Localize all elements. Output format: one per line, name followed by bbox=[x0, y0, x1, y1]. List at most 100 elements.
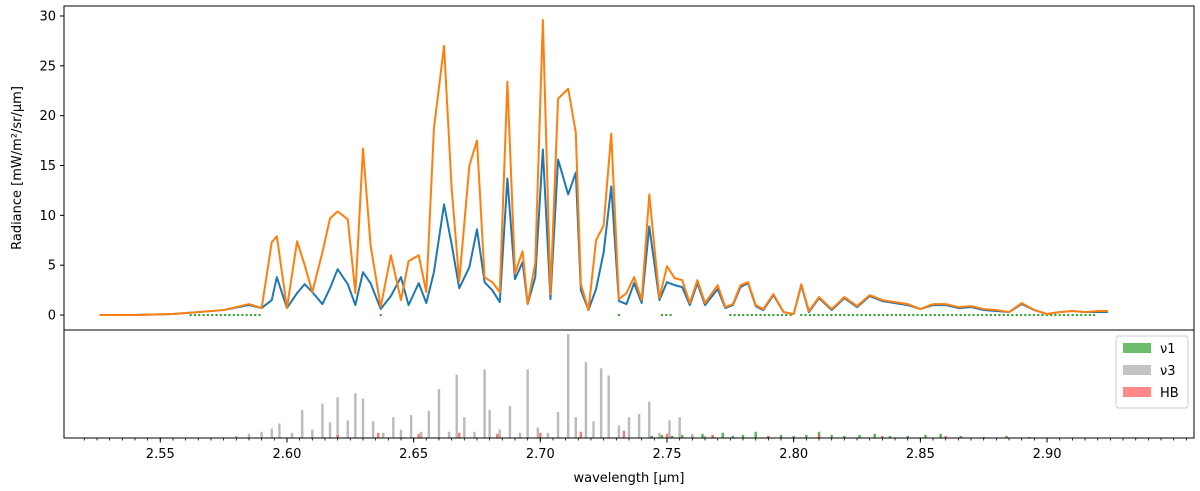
marker-dot bbox=[665, 313, 668, 317]
marker-dot bbox=[925, 313, 928, 317]
band-bar bbox=[311, 429, 314, 438]
band-bar bbox=[346, 420, 349, 438]
band-bar bbox=[278, 423, 281, 438]
band-bar bbox=[650, 435, 653, 438]
marker-dot bbox=[873, 313, 876, 317]
band-bar bbox=[711, 434, 714, 438]
marker-dot bbox=[189, 313, 192, 317]
marker-dot bbox=[759, 313, 762, 317]
marker-dot bbox=[955, 313, 958, 317]
band-bar bbox=[392, 417, 395, 438]
band-bar bbox=[336, 434, 339, 438]
band-bar bbox=[792, 435, 795, 438]
marker-dot bbox=[877, 313, 881, 317]
marker-dot bbox=[860, 313, 863, 317]
band-bar bbox=[944, 435, 947, 438]
band-bars bbox=[235, 334, 1031, 438]
marker-dot bbox=[746, 313, 749, 317]
band-bar bbox=[526, 369, 529, 438]
x-tick-label: 2.85 bbox=[906, 447, 935, 462]
band-bar bbox=[371, 421, 375, 438]
y-tick-label: 20 bbox=[39, 109, 56, 124]
marker-dot bbox=[856, 313, 859, 317]
band-bar bbox=[270, 428, 273, 438]
marker-dot bbox=[617, 313, 621, 317]
band-bar bbox=[767, 435, 770, 438]
marker-dot bbox=[1088, 313, 1092, 317]
marker-dot bbox=[776, 313, 779, 317]
band-bar bbox=[617, 425, 621, 438]
marker-dot bbox=[830, 313, 833, 317]
band-bar bbox=[361, 398, 365, 438]
band-bar bbox=[627, 417, 631, 438]
band-bar bbox=[939, 433, 942, 438]
y-tick-label: 25 bbox=[39, 59, 56, 74]
marker-dot bbox=[1032, 313, 1036, 317]
band-axes: 2.55 2.60 2.65 2.70 2.75 2.80 2.85 2.90 wavelen… bbox=[63, 329, 1195, 486]
marker-dot bbox=[989, 313, 992, 317]
marker-dot bbox=[202, 313, 205, 317]
marker-dot bbox=[929, 313, 932, 317]
marker-dot bbox=[1002, 313, 1005, 317]
marker-dot bbox=[985, 313, 988, 317]
marker-dot bbox=[780, 313, 784, 317]
x-tick-label: 2.90 bbox=[1033, 447, 1062, 462]
x-tick-label: 2.75 bbox=[653, 447, 682, 462]
band-bar bbox=[959, 435, 963, 438]
band-bar bbox=[681, 434, 684, 438]
marker-dot bbox=[899, 313, 902, 317]
marker-dot bbox=[211, 313, 214, 317]
x-tick-label: 2.65 bbox=[399, 447, 428, 462]
marker-dot bbox=[817, 313, 820, 317]
band-bar bbox=[924, 434, 927, 438]
band-bar bbox=[660, 434, 664, 438]
legend-swatch bbox=[1123, 365, 1151, 375]
band-bar bbox=[701, 433, 704, 438]
band-bar bbox=[417, 433, 420, 438]
band-bar bbox=[1005, 436, 1008, 438]
x-tick-label: 2.70 bbox=[526, 447, 555, 462]
radiance-y-axis-label: Radiance [mW/m²/sr/μm] bbox=[10, 86, 25, 250]
marker-dot bbox=[825, 313, 829, 317]
marker-dot bbox=[869, 313, 872, 317]
band-bar bbox=[574, 417, 577, 438]
y-tick-label: 5 bbox=[48, 259, 56, 274]
marker-dot bbox=[847, 313, 850, 317]
band-bar bbox=[518, 432, 522, 438]
band-axes-frame bbox=[63, 329, 1195, 439]
marker-dot bbox=[258, 313, 261, 317]
band-bar bbox=[463, 417, 466, 438]
marker-dot bbox=[912, 313, 915, 317]
marker-dot bbox=[968, 313, 971, 317]
band-bar bbox=[622, 430, 626, 438]
marker-dot bbox=[903, 313, 906, 317]
band-bar bbox=[881, 435, 884, 438]
marker-dot bbox=[232, 313, 235, 317]
band-bar bbox=[670, 435, 674, 438]
band-bar bbox=[658, 432, 661, 438]
marker-dot bbox=[198, 313, 201, 317]
marker-dot bbox=[1058, 313, 1061, 317]
marker-dot bbox=[236, 313, 240, 317]
marker-dot bbox=[881, 313, 885, 317]
marker-dot bbox=[998, 313, 1001, 317]
band-bar bbox=[830, 434, 833, 438]
band-bar bbox=[566, 334, 570, 438]
y-tick-label: 30 bbox=[39, 9, 56, 24]
marker-dot bbox=[219, 313, 223, 317]
marker-dot bbox=[920, 313, 924, 317]
marker-dot bbox=[1015, 313, 1018, 317]
band-bar bbox=[858, 434, 861, 438]
band-bar bbox=[399, 429, 403, 438]
marker-dot bbox=[742, 313, 745, 317]
band-bar bbox=[817, 434, 821, 438]
marker-dot bbox=[1036, 313, 1040, 317]
marker-dot bbox=[1054, 313, 1057, 317]
band-bar bbox=[691, 433, 694, 438]
marker-dot bbox=[993, 313, 997, 317]
band-bar bbox=[843, 435, 846, 438]
x-tick-label: 2.60 bbox=[272, 447, 301, 462]
wavelength-x-axis-label: wavelength [μm] bbox=[574, 471, 685, 486]
band-bar bbox=[668, 420, 671, 438]
band-bar bbox=[473, 431, 476, 438]
